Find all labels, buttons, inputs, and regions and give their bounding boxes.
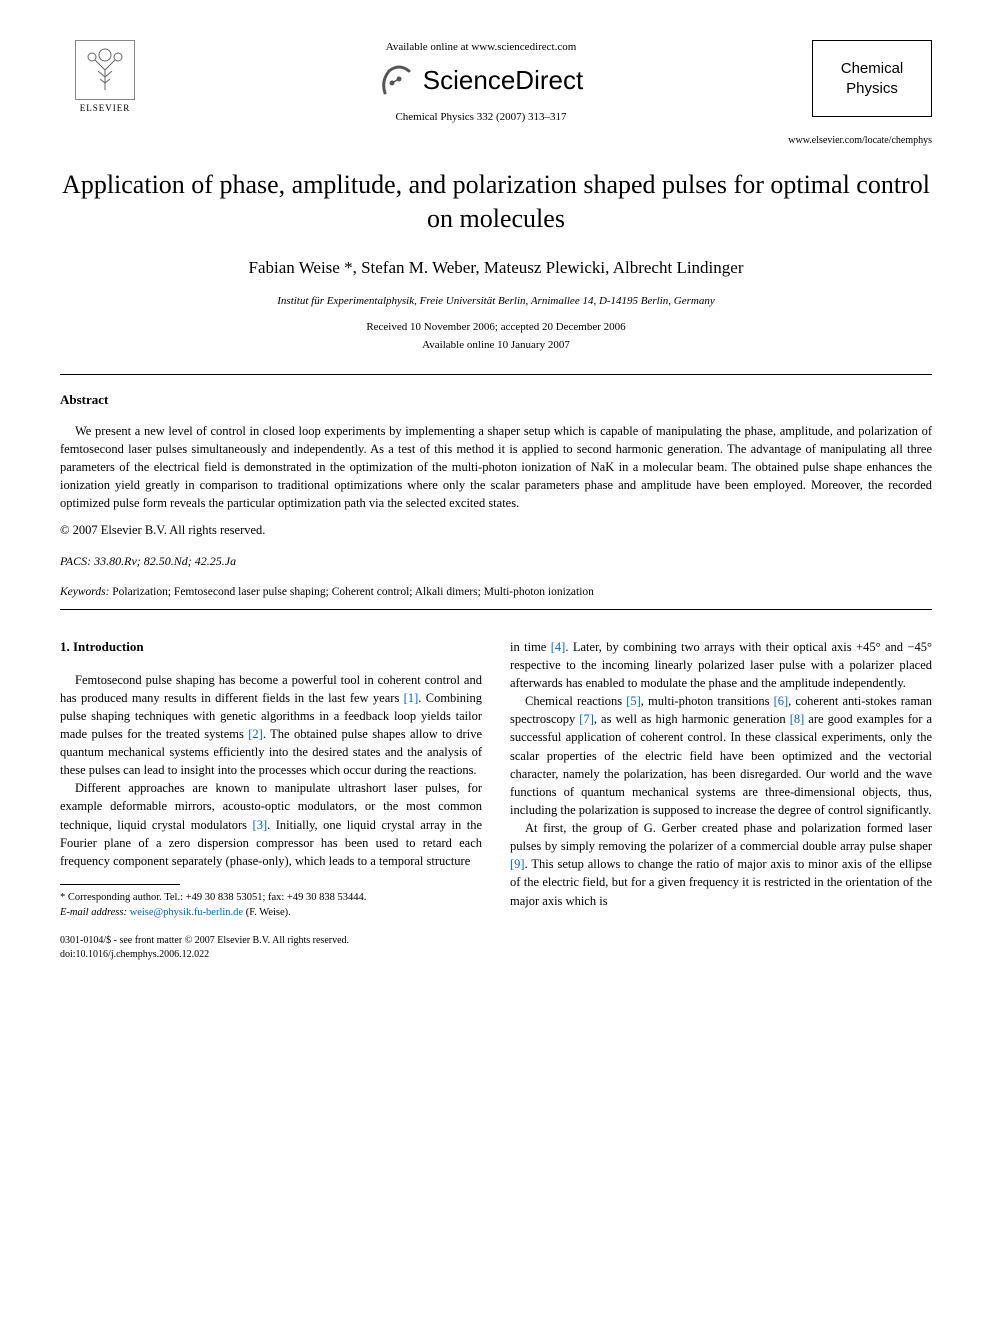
abstract-copyright: © 2007 Elsevier B.V. All rights reserved… [60,521,932,539]
footnote-email-name: (F. Weise). [246,907,291,918]
intro-p1: Femtosecond pulse shaping has become a p… [60,671,482,780]
available-online-text: Available online at www.sciencedirect.co… [150,40,812,56]
journal-box-wrap: Chemical Physics [812,40,932,117]
footnote-email-label: E-mail address: [60,907,127,918]
header-center: Available online at www.sciencedirect.co… [150,40,812,126]
footnote-separator [60,884,180,885]
abstract-heading: Abstract [60,391,932,410]
ref-link-6[interactable]: [6] [774,694,789,708]
ref-link-4[interactable]: [4] [551,640,566,654]
elsevier-logo: ELSEVIER [60,40,150,115]
pacs: PACS: 33.80.Rv; 82.50.Nd; 42.25.Ja [60,553,932,570]
keywords-text: Polarization; Femtosecond laser pulse sh… [112,586,594,598]
affiliation: Institut für Experimentalphysik, Freie U… [60,294,932,310]
section-heading-intro: 1. Introduction [60,638,482,657]
ref-link-8[interactable]: [8] [790,712,805,726]
header-row: ELSEVIER Available online at www.science… [60,40,932,126]
journal-url[interactable]: www.elsevier.com/locate/chemphys [60,134,932,149]
authors: Fabian Weise *, Stefan M. Weber, Mateusz… [60,256,932,281]
ref-link-5[interactable]: [5] [626,694,641,708]
elsevier-text: ELSEVIER [80,102,131,115]
column-left: 1. Introduction Femtosecond pulse shapin… [60,638,482,921]
intro-p3: in time [4]. Later, by combining two arr… [510,638,932,692]
footer: 0301-0104/$ - see front matter © 2007 El… [60,934,932,962]
sciencedirect-text: ScienceDirect [423,62,583,100]
footnote-corresponding: * Corresponding author. Tel.: +49 30 838… [60,891,482,906]
ref-link-7[interactable]: [7] [579,712,594,726]
sciencedirect-logo: ScienceDirect [150,62,812,100]
keywords-label: Keywords: [60,586,109,598]
journal-box-line1: Chemical [825,59,919,79]
intro-p5: At first, the group of G. Gerber created… [510,819,932,910]
pacs-codes: 33.80.Rv; 82.50.Nd; 42.25.Ja [94,554,236,568]
ref-link-3[interactable]: [3] [253,818,268,832]
column-right: in time [4]. Later, by combining two arr… [510,638,932,921]
article-title: Application of phase, amplitude, and pol… [60,168,932,236]
ref-link-2[interactable]: [2] [248,727,263,741]
keywords: Keywords: Polarization; Femtosecond lase… [60,584,932,601]
journal-box: Chemical Physics [812,40,932,117]
journal-reference: Chemical Physics 332 (2007) 313–317 [150,110,812,126]
footer-line2: doi:10.1016/j.chemphys.2006.12.022 [60,948,932,962]
dates-received: Received 10 November 2006; accepted 20 D… [60,320,932,336]
ref-link-9[interactable]: [9] [510,857,525,871]
divider-bottom [60,609,932,610]
footnote-email[interactable]: weise@physik.fu-berlin.de [130,907,243,918]
abstract-text: We present a new level of control in clo… [60,422,932,513]
intro-p4: Chemical reactions [5], multi-photon tra… [510,692,932,819]
pacs-label: PACS: [60,554,91,568]
footer-line1: 0301-0104/$ - see front matter © 2007 El… [60,934,932,948]
sd-swoosh-icon [379,63,415,99]
dates-available: Available online 10 January 2007 [60,338,932,354]
divider-top [60,374,932,375]
intro-p2: Different approaches are known to manipu… [60,779,482,870]
elsevier-tree-icon [75,40,135,100]
footnote-email-line: E-mail address: weise@physik.fu-berlin.d… [60,906,482,921]
ref-link-1[interactable]: [1] [404,691,419,705]
journal-box-line2: Physics [825,79,919,99]
body-columns: 1. Introduction Femtosecond pulse shapin… [60,638,932,921]
